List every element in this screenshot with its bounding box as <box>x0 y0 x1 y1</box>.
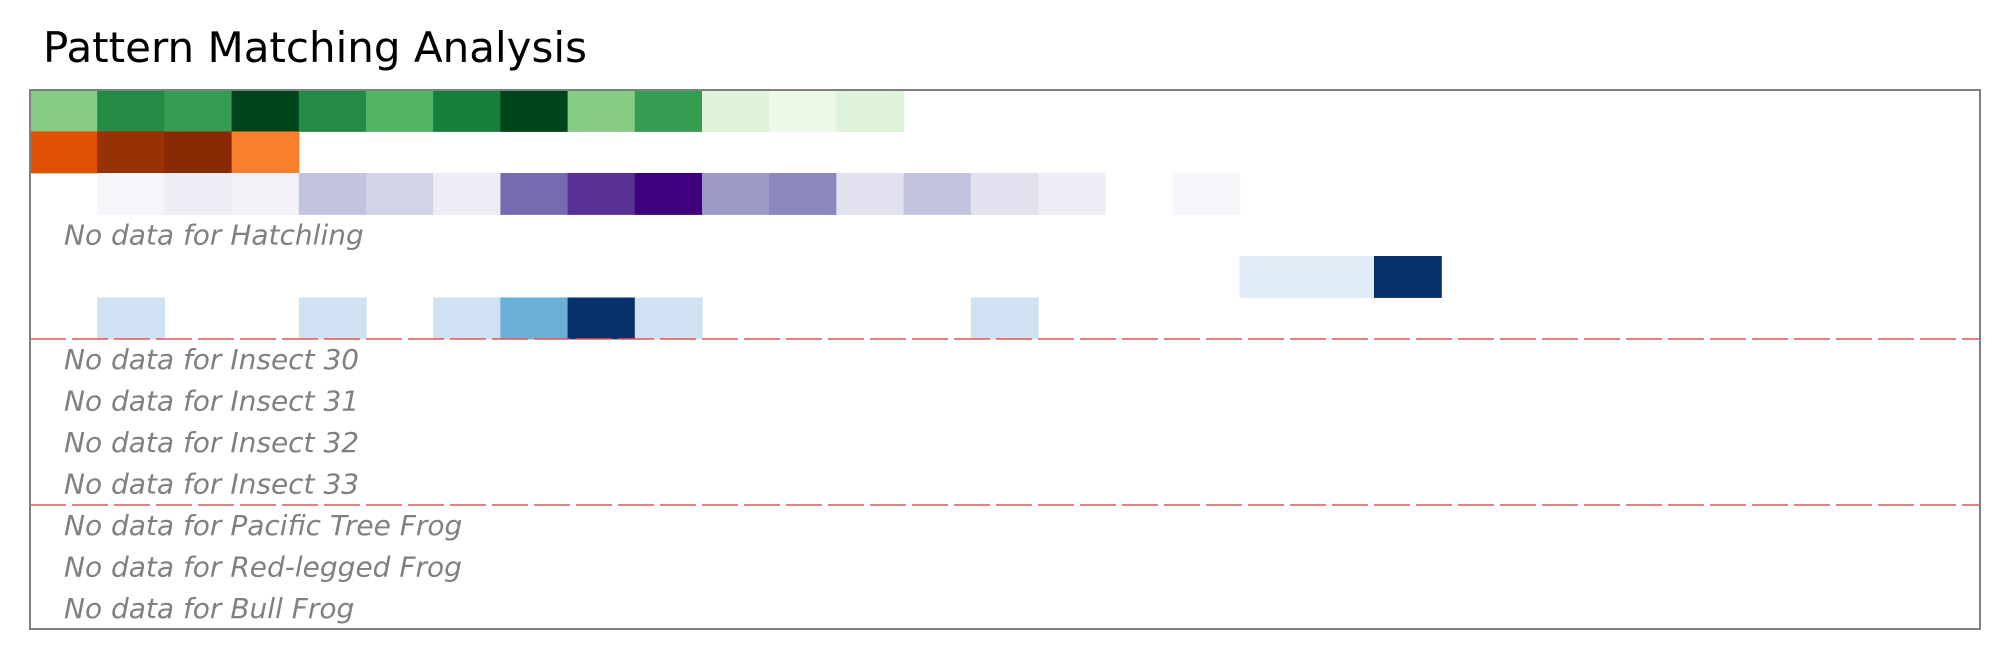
heatmap-cell <box>164 131 233 174</box>
heatmap-cell <box>433 297 501 340</box>
heatmap-cell <box>702 173 770 215</box>
no-data-label: No data for Insect 33 <box>64 468 359 501</box>
heatmap-cell <box>30 131 98 174</box>
heatmap-cell <box>970 173 1039 215</box>
heatmap-cell <box>836 173 905 215</box>
heatmap-cell <box>1172 173 1241 215</box>
heatmap-cell <box>567 297 636 340</box>
heatmap-cell <box>231 173 300 215</box>
heatmap-cell <box>164 173 233 215</box>
heatmap-cell <box>769 173 837 215</box>
heatmap-cell <box>1306 256 1375 298</box>
heatmap-cell <box>634 297 703 340</box>
heatmap-cell <box>634 173 703 215</box>
plot-frame <box>29 89 1981 630</box>
heatmap-cell <box>903 173 972 215</box>
heatmap-cell <box>1239 256 1308 298</box>
no-data-label: No data for Insect 32 <box>64 426 359 459</box>
heatmap-cell <box>433 90 501 132</box>
no-data-label: No data for Insect 31 <box>64 385 359 418</box>
heatmap-cell <box>97 297 165 340</box>
heatmap-cell <box>164 90 233 132</box>
no-data-label: No data for Hatchling <box>64 219 364 252</box>
no-data-label: No data for Insect 30 <box>64 343 359 376</box>
heatmap-cell <box>1038 173 1106 215</box>
heatmap-cell <box>836 90 905 132</box>
heatmap-cell <box>500 173 569 215</box>
heatmap-cell <box>298 297 367 340</box>
heatmap-cell <box>970 297 1039 340</box>
heatmap-cell <box>567 173 636 215</box>
heatmap-cell <box>97 131 165 174</box>
chart-title: Pattern Matching Analysis <box>43 23 587 72</box>
heatmap-cell <box>30 90 98 132</box>
heatmap-cell <box>97 173 165 215</box>
heatmap-cell <box>1374 256 1442 298</box>
heatmap-cell <box>231 90 300 132</box>
no-data-label: No data for Red-legged Frog <box>64 551 462 584</box>
heatmap-cell <box>500 90 569 132</box>
heatmap-cell <box>298 90 367 132</box>
no-data-label: No data for Bull Frog <box>64 592 354 625</box>
heatmap-cell <box>433 173 501 215</box>
heatmap-cell <box>500 297 569 340</box>
no-data-label: No data for Pacific Tree Frog <box>64 509 462 542</box>
heatmap-cell <box>366 90 434 132</box>
heatmap-cell <box>769 90 837 132</box>
heatmap-cell <box>634 90 703 132</box>
heatmap-cell <box>231 131 300 174</box>
heatmap-cell <box>298 173 367 215</box>
heatmap-cell <box>366 173 434 215</box>
heatmap-cell <box>702 90 770 132</box>
heatmap-cell <box>97 90 165 132</box>
heatmap-cell <box>567 90 636 132</box>
